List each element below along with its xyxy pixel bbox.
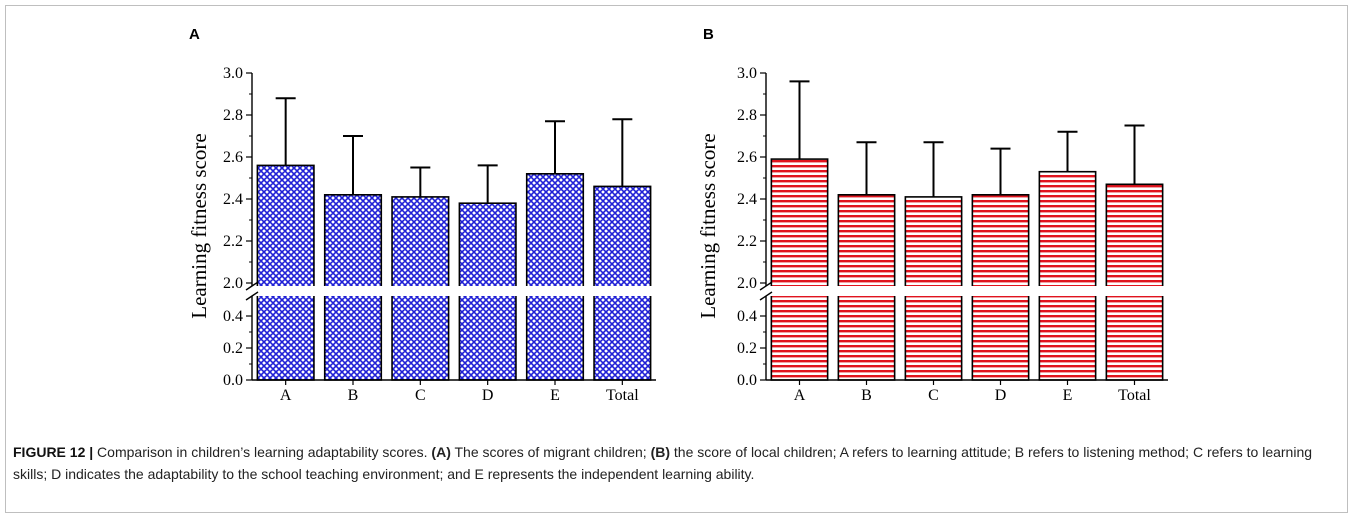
y-tick-label: 2.2 [223,233,243,250]
y-tick-label: 2.8 [737,107,757,124]
bar-Total [593,185,652,290]
x-tick-label: B [348,387,359,404]
y-tick-label: 0.2 [223,340,243,357]
y-tick-label: 2.4 [223,191,243,208]
bar-A [770,158,829,290]
axis-break-gap [758,286,1170,296]
y-axis-label: Learning fitness score [696,133,720,318]
bar-E [1038,170,1097,290]
axis-break-mark [759,281,773,291]
caption-lead: FIGURE 12 | [13,444,94,460]
panel-label-a: A [189,26,200,43]
bar-lower-E [525,289,585,381]
axis-break-gap [244,286,658,296]
y-tick-label: 0.0 [223,372,243,389]
bar-lower-B [323,289,383,381]
y-tick-label: 2.8 [223,107,243,124]
y-tick-label: 0.0 [737,372,757,389]
x-tick-label: Total [1118,387,1151,404]
bar-D [458,202,517,290]
y-tick-label: 2.6 [737,149,757,166]
figure-caption: FIGURE 12 | Comparison in children’s lea… [13,441,1338,485]
y-tick-label: 0.4 [223,308,243,325]
x-tick-label: C [928,387,939,404]
bar-lower-D [971,289,1030,381]
axis-break-mark [245,291,259,301]
bar-lower-B [837,289,896,381]
x-tick-label: D [995,387,1007,404]
caption-text-1: Comparison in children’s learning adapta… [93,444,432,460]
x-tick-label: B [861,387,872,404]
caption-ref-b: (B) [650,444,671,460]
x-tick-label: E [1063,387,1073,404]
x-tick-label: C [415,387,426,404]
bar-lower-C [391,289,450,381]
x-tick-label: Total [606,387,639,404]
bar-charts: A B C D E Total 2.0 2.2 2.4 2.6 2.8 3.0 0.0 0.2 0.4 Lea… [187,65,1170,404]
x-tick-label: A [280,387,292,404]
bar-D [971,194,1030,290]
y-tick-label: 2.6 [223,149,243,166]
y-tick-label: 0.2 [737,340,757,357]
bar-lower-D [458,289,517,381]
caption-ref-a: (A) [431,444,451,460]
y-tick-label: 3.0 [737,65,757,82]
bar-lower-A [770,289,829,381]
y-tick-label: 2.0 [223,275,243,292]
chart-panel-b: A B C D E Total 2.0 2.2 2.4 2.6 2.8 3.0 0.0 0.2 0.4 Lea… [696,65,1170,404]
bar-lower-A [256,289,315,381]
panel-label-b: B [703,26,714,43]
bar-Total [1105,183,1164,290]
chart-panel-a: A B C D E Total 2.0 2.2 2.4 2.6 2.8 3.0 0.0 0.2 0.4 Lea… [187,65,658,404]
bar-lower-E [1038,289,1097,381]
x-tick-label: D [482,387,494,404]
axis-break-mark [245,281,259,291]
bar-lower-Total [1105,289,1164,381]
y-tick-label: 3.0 [223,65,243,82]
y-tick-label: 2.4 [737,191,757,208]
caption-text-3: the score of local children; A refers to… [13,444,1313,482]
y-tick-label: 2.0 [737,275,757,292]
bar-C [391,196,450,290]
figure-frame [5,5,1348,513]
bar-E [525,173,585,290]
caption-text-2: The scores of migrant children; [450,444,651,460]
bar-B [323,194,383,290]
y-tick-label: 2.2 [737,233,757,250]
bar-lower-C [904,289,963,381]
bar-lower-Total [593,289,652,381]
y-axis-label: Learning fitness score [187,133,211,318]
bar-C [904,196,963,290]
bar-A [256,164,315,290]
x-tick-label: E [550,387,560,404]
bar-B [837,194,896,290]
y-tick-label: 0.4 [737,308,757,325]
axis-break-mark [759,291,773,301]
x-tick-label: A [794,387,806,404]
